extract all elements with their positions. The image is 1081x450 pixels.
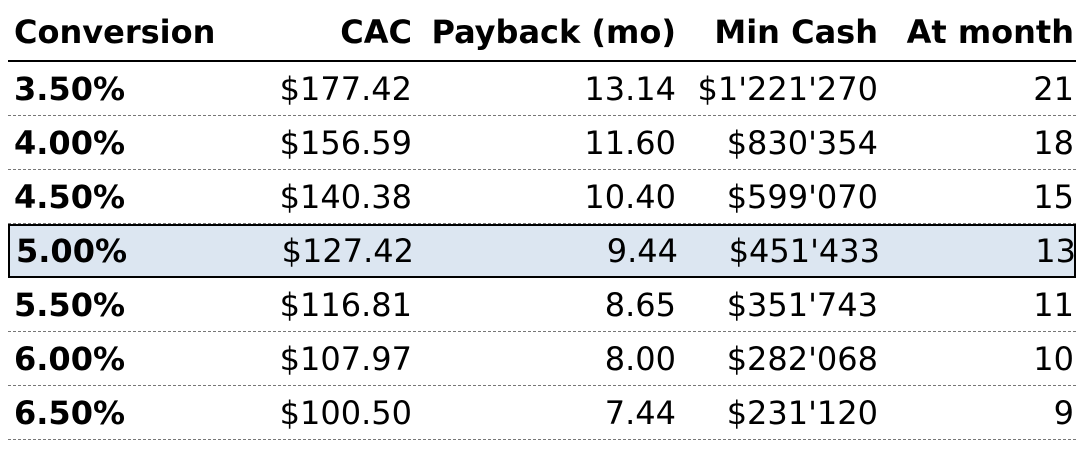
conversion-cell: 6.00% [14,339,126,378]
at-month-cell: 10 [1033,339,1074,378]
at-month-cell: 18 [1033,123,1074,162]
min-cash-cell: $830'354 [726,123,878,162]
cac-cell: $177.42 [279,69,412,108]
payback-cell: 11.60 [584,123,676,162]
cac-cell: $100.50 [279,393,412,432]
at-month-cell: 9 [1053,393,1074,432]
payback-cell: 7.44 [604,393,676,432]
table-row: 6.00% $107.97 8.00 $282'068 10 [8,332,1076,386]
header-min-cash: Min Cash [714,13,878,51]
header-at-month: At month [906,13,1074,51]
cac-cell: $156.59 [279,123,412,162]
payback-cell: 8.00 [604,339,676,378]
table-row: 5.50% $116.81 8.65 $351'743 11 [8,278,1076,332]
min-cash-cell: $1'221'270 [697,69,878,108]
at-month-cell: 11 [1033,285,1074,324]
cac-cell: $107.97 [279,339,412,378]
table-row-highlighted: 5.00% $127.42 9.44 $451'433 13 [8,224,1076,278]
sensitivity-table: Conversion CAC Payback (mo) Min Cash At … [8,0,1076,440]
at-month-cell: 21 [1033,69,1074,108]
min-cash-cell: $282'068 [726,339,878,378]
header-conversion: Conversion [14,13,216,51]
min-cash-cell: $351'743 [726,285,878,324]
payback-cell: 10.40 [584,177,676,216]
table-header-row: Conversion CAC Payback (mo) Min Cash At … [8,0,1076,62]
conversion-cell: 4.00% [14,123,126,162]
cac-cell: $140.38 [279,177,412,216]
min-cash-cell: $451'433 [728,232,880,270]
min-cash-cell: $231'120 [726,393,878,432]
cac-cell: $127.42 [281,232,414,270]
table-row: 4.00% $156.59 11.60 $830'354 18 [8,116,1076,170]
table-row: 3.50% $177.42 13.14 $1'221'270 21 [8,62,1076,116]
payback-cell: 9.44 [606,232,678,270]
conversion-cell: 5.00% [16,232,128,270]
table-row: 6.50% $100.50 7.44 $231'120 9 [8,386,1076,440]
payback-cell: 13.14 [584,69,676,108]
min-cash-cell: $599'070 [726,177,878,216]
conversion-cell: 6.50% [14,393,126,432]
header-cac: CAC [340,13,412,51]
conversion-cell: 3.50% [14,69,126,108]
header-payback: Payback (mo) [431,13,676,51]
conversion-cell: 5.50% [14,285,126,324]
at-month-cell: 13 [1035,232,1076,270]
table-row: 4.50% $140.38 10.40 $599'070 15 [8,170,1076,224]
payback-cell: 8.65 [604,285,676,324]
cac-cell: $116.81 [279,285,412,324]
at-month-cell: 15 [1033,177,1074,216]
conversion-cell: 4.50% [14,177,126,216]
